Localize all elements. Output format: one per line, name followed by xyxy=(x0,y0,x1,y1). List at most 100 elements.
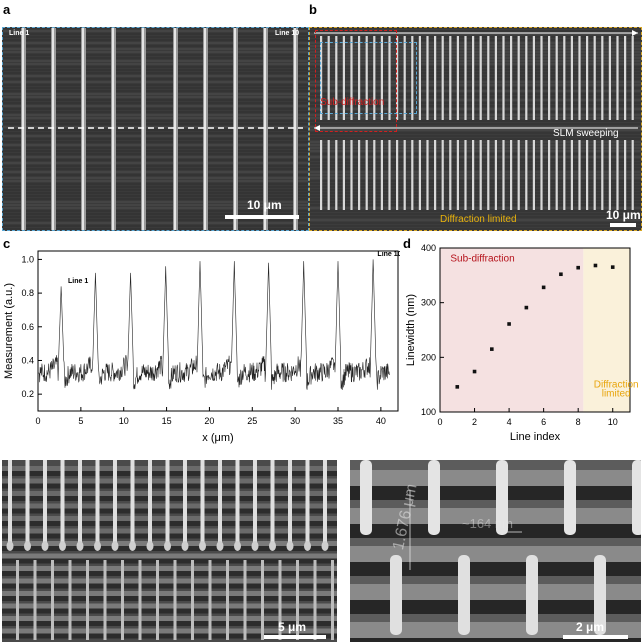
sem-line-bottom xyxy=(555,140,558,210)
sem-line-top xyxy=(494,36,497,120)
scale-label-b: 10 μm xyxy=(606,208,641,222)
lattice-gap xyxy=(2,621,337,626)
pillar xyxy=(95,460,100,545)
sem-line-bottom xyxy=(380,140,383,210)
pillar-lower xyxy=(16,560,19,640)
pillar xyxy=(43,460,47,545)
sem-line-top xyxy=(593,36,596,120)
pillar-lower xyxy=(191,560,194,640)
sem-image-b: Sub-diffraction SLM sweeping Diffraction… xyxy=(309,27,642,231)
pillar-base xyxy=(321,541,329,551)
diffraction-region-label: Diffraction xyxy=(594,379,639,390)
lattice-beam xyxy=(2,628,337,634)
sem-line-bottom xyxy=(388,140,391,210)
data-point xyxy=(576,265,580,270)
sem-line-bottom xyxy=(373,140,376,210)
sem-line-top xyxy=(434,36,437,120)
pillar xyxy=(218,460,222,545)
sem-line-top xyxy=(479,36,482,120)
sem-line-bottom xyxy=(335,140,338,210)
sem-line-top xyxy=(570,36,573,120)
sem-line-top xyxy=(631,36,634,120)
pillar xyxy=(288,460,292,545)
pillar-lower xyxy=(208,560,212,640)
x-tick-label: 30 xyxy=(290,416,300,426)
pillar-lower xyxy=(226,560,229,640)
sem-line-bottom xyxy=(586,140,589,210)
arrow-head xyxy=(632,30,638,36)
pillar xyxy=(200,460,205,545)
sem-line-bottom xyxy=(532,140,535,210)
sem-line-top xyxy=(449,36,452,120)
plot-frame xyxy=(37,250,399,412)
lattice-beam xyxy=(2,553,337,559)
data-point xyxy=(524,305,529,310)
sem-line-bottom xyxy=(411,140,414,210)
sem-line-top xyxy=(403,36,406,120)
sem-line-highlight xyxy=(82,28,84,230)
y-tick-label: 100 xyxy=(421,407,436,417)
scale-bar-f xyxy=(563,635,628,639)
pillar-base xyxy=(111,541,119,551)
pillar-lower xyxy=(156,560,159,640)
lattice-gap xyxy=(2,608,337,614)
sem-line-bottom xyxy=(487,140,490,210)
sem-line-top xyxy=(342,36,345,120)
pillar xyxy=(60,460,65,545)
diffraction-limited-region xyxy=(583,248,630,412)
x-tick-label: 10 xyxy=(119,416,129,426)
x-tick-label: 20 xyxy=(204,416,214,426)
sem-line-bottom xyxy=(472,140,475,210)
scale-label-a: 10 μm xyxy=(247,198,282,212)
pillar-base xyxy=(6,541,14,551)
sem-line-bottom xyxy=(608,140,611,210)
sem-line-top xyxy=(418,36,421,120)
sub-diffraction-label: Sub-diffraction xyxy=(320,97,385,108)
sem-line-bottom xyxy=(570,140,573,210)
sem-line-top xyxy=(464,36,467,120)
y-tick-label: 400 xyxy=(421,243,436,253)
diffraction-limited-label: Diffraction limited xyxy=(440,214,517,225)
sem-line-bottom xyxy=(434,140,437,210)
sem-line-bottom xyxy=(563,140,566,210)
lattice-beam xyxy=(2,578,337,584)
pillar xyxy=(25,460,30,545)
lattice-beam xyxy=(2,603,337,609)
pillar-lower xyxy=(313,560,317,640)
pillar xyxy=(496,460,508,535)
sem-lines-a xyxy=(3,28,308,230)
pillar-base xyxy=(286,541,294,551)
sem-line-highlight xyxy=(174,28,176,230)
pillar-lower xyxy=(296,560,299,640)
pillar-lower xyxy=(458,555,470,635)
pillar-base xyxy=(59,541,66,551)
pillar-lower xyxy=(278,560,282,640)
scale-bar-a xyxy=(225,215,299,219)
sub-diffraction-region-label: Sub-diffraction xyxy=(450,254,514,265)
sem-line-bottom xyxy=(426,140,429,210)
pillar-base xyxy=(24,541,31,551)
pillar-lower xyxy=(33,560,37,640)
lattice-beam xyxy=(350,546,641,562)
pillar xyxy=(183,460,187,545)
pillar-lower xyxy=(51,560,54,640)
sem-line-bottom xyxy=(631,140,634,210)
pillar xyxy=(78,460,82,545)
data-point xyxy=(507,322,511,326)
lattice-gap xyxy=(350,562,641,576)
sem-line-highlight xyxy=(52,28,54,230)
sem-line-bottom xyxy=(616,140,619,210)
pillar xyxy=(428,460,440,535)
sem-image-f: 1.676 μm ~164 nm 2 μm xyxy=(350,460,641,642)
sem-line-highlight xyxy=(234,28,236,230)
sem-line-bottom xyxy=(403,140,406,210)
lattice-beam xyxy=(350,622,641,638)
pillar-lower xyxy=(243,560,247,640)
sem-line-top xyxy=(532,36,535,120)
sub-diffraction-box xyxy=(315,30,397,132)
pillar xyxy=(564,460,576,535)
sem-line-top xyxy=(396,36,399,120)
sem-line-top xyxy=(563,36,566,120)
pillar-base xyxy=(181,541,189,551)
sem-line-highlight xyxy=(264,28,266,230)
